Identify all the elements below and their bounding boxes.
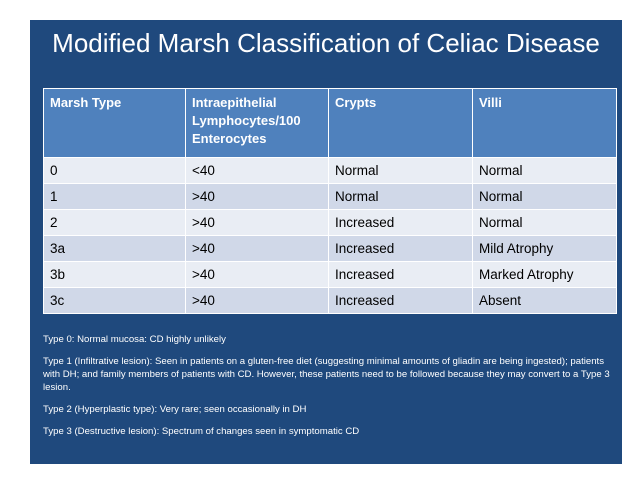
cell-villi: Marked Atrophy: [472, 261, 617, 288]
cell-lymphocytes: >40: [185, 209, 329, 236]
cell-crypts: Increased: [328, 261, 473, 288]
cell-lymphocytes: >40: [185, 287, 329, 314]
cell-crypts: Normal: [328, 183, 473, 210]
cell-villi: Normal: [472, 209, 617, 236]
marsh-classification-table: Marsh Type Intraepithelial Lymphocytes/1…: [43, 88, 617, 314]
cell-marsh-type: 3a: [43, 235, 186, 262]
classification-notes: Type 0: Normal mucosa: CD highly unlikel…: [43, 333, 621, 447]
table-row: 3a >40 Increased Mild Atrophy: [43, 235, 617, 262]
cell-lymphocytes: >40: [185, 183, 329, 210]
note-type-0: Type 0: Normal mucosa: CD highly unlikel…: [43, 334, 226, 345]
note-type-3: Type 3 (Destructive lesion): Spectrum of…: [43, 426, 360, 437]
table-row: 2 >40 Increased Normal: [43, 209, 617, 236]
cell-villi: Mild Atrophy: [472, 235, 617, 262]
cell-marsh-type: 1: [43, 183, 186, 210]
cell-villi: Absent: [472, 287, 617, 314]
note-type-1: Type 1 (Infiltrative lesion): Seen in pa…: [43, 356, 610, 393]
cell-crypts: Increased: [328, 209, 473, 236]
cell-crypts: Normal: [328, 157, 473, 184]
cell-marsh-type: 2: [43, 209, 186, 236]
slide-title: Modified Marsh Classification of Celiac …: [52, 28, 600, 58]
cell-lymphocytes: >40: [185, 261, 329, 288]
cell-marsh-type: 3b: [43, 261, 186, 288]
cell-marsh-type: 3c: [43, 287, 186, 314]
table-header-row: Marsh Type Intraepithelial Lymphocytes/1…: [43, 88, 617, 158]
slide: Modified Marsh Classification of Celiac …: [30, 20, 622, 464]
cell-marsh-type: 0: [43, 157, 186, 184]
table-row: 3b >40 Increased Marked Atrophy: [43, 261, 617, 288]
header-villi: Villi: [472, 88, 617, 158]
cell-lymphocytes: <40: [185, 157, 329, 184]
cell-crypts: Increased: [328, 235, 473, 262]
cell-lymphocytes: >40: [185, 235, 329, 262]
cell-crypts: Increased: [328, 287, 473, 314]
cell-villi: Normal: [472, 157, 617, 184]
table-row: 1 >40 Normal Normal: [43, 183, 617, 210]
header-intraepithelial-lymphocytes: Intraepithelial Lymphocytes/100 Enterocy…: [185, 88, 329, 158]
header-crypts: Crypts: [328, 88, 473, 158]
note-type-2: Type 2 (Hyperplastic type): Very rare; s…: [43, 404, 307, 415]
header-marsh-type: Marsh Type: [43, 88, 186, 158]
table-row: 3c >40 Increased Absent: [43, 287, 617, 314]
cell-villi: Normal: [472, 183, 617, 210]
table-row: 0 <40 Normal Normal: [43, 157, 617, 184]
